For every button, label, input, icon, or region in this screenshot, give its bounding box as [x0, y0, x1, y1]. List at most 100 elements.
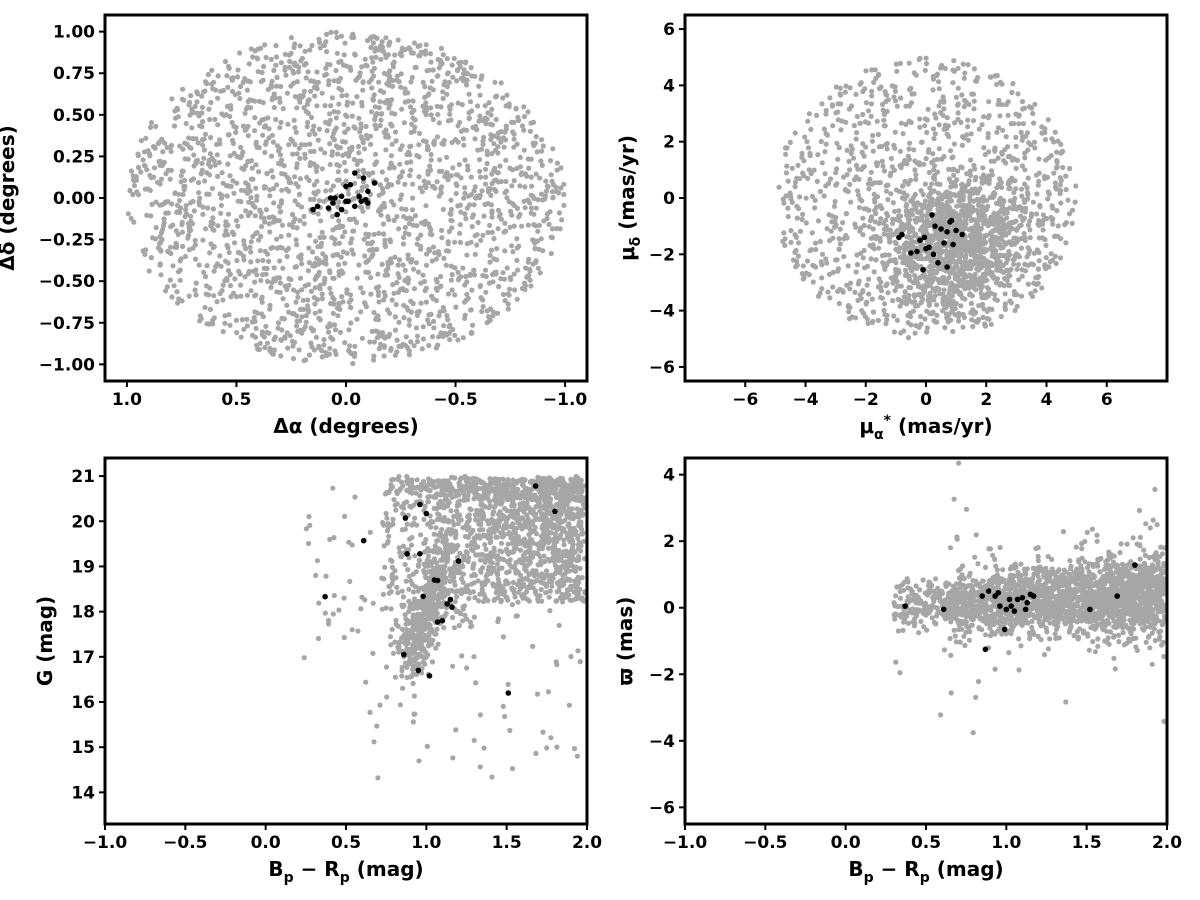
field-star: [253, 185, 259, 191]
field-star: [426, 312, 432, 318]
field-star: [340, 152, 346, 158]
field-star: [845, 303, 852, 309]
field-star: [246, 158, 252, 165]
field-star: [302, 283, 308, 289]
field-star: [408, 167, 414, 173]
field-star: [335, 169, 341, 175]
field-star: [388, 160, 394, 166]
field-star: [429, 78, 435, 84]
field-star: [887, 173, 893, 179]
field-star: [833, 223, 839, 229]
field-star: [299, 314, 305, 320]
field-star: [327, 161, 333, 168]
field-star: [525, 222, 532, 228]
field-star: [800, 211, 806, 217]
field-star: [312, 93, 318, 99]
field-star: [432, 250, 438, 256]
member-star: [932, 223, 938, 229]
field-star: [375, 292, 382, 299]
field-star: [1069, 207, 1076, 213]
field-star: [292, 62, 298, 68]
field-star: [837, 226, 843, 232]
field-star: [498, 80, 504, 86]
x-tick-label: 2: [980, 390, 992, 410]
field-star: [460, 71, 467, 77]
field-star: [157, 247, 163, 253]
field-star: [901, 294, 907, 300]
field-star: [420, 324, 426, 330]
field-star: [237, 250, 243, 256]
field-star: [469, 214, 475, 220]
field-star: [377, 182, 383, 188]
y-tick-label: −4: [649, 302, 675, 322]
field-star: [393, 138, 399, 144]
field-star: [260, 77, 266, 83]
field-star: [864, 282, 870, 288]
field-star: [885, 182, 891, 188]
field-star: [901, 190, 907, 196]
field-star: [179, 168, 185, 174]
field-star: [418, 300, 424, 306]
field-star: [284, 174, 290, 180]
field-star: [489, 151, 495, 157]
field-star: [210, 215, 216, 221]
field-star: [423, 203, 429, 209]
field-star: [500, 291, 507, 298]
field-star: [200, 142, 206, 148]
member-star: [944, 229, 950, 235]
field-star: [964, 274, 970, 280]
pm-y-label-unit: (mas/yr): [615, 135, 639, 237]
field-star: [477, 527, 483, 533]
field-star: [543, 178, 549, 184]
field-star: [311, 295, 317, 301]
field-star: [178, 173, 184, 179]
field-star: [1025, 192, 1031, 198]
field-star: [934, 285, 940, 291]
field-star: [911, 147, 917, 153]
field-star: [331, 275, 337, 281]
field-star: [935, 79, 942, 85]
field-star: [303, 75, 309, 81]
field-star: [867, 176, 873, 182]
field-star: [809, 230, 815, 236]
field-star: [324, 49, 330, 55]
field-star: [856, 176, 862, 182]
field-star: [821, 126, 828, 132]
field-stars-sky: [125, 29, 567, 367]
field-star: [800, 263, 806, 269]
field-star: [892, 88, 899, 94]
field-star: [271, 219, 277, 225]
field-star: [492, 79, 498, 85]
field-star: [254, 55, 260, 61]
field-star: [794, 203, 800, 210]
field-star: [395, 179, 401, 185]
field-star: [277, 280, 283, 286]
field-star: [317, 308, 323, 314]
field-star: [1021, 231, 1027, 237]
field-star: [941, 287, 947, 293]
field-star: [346, 216, 352, 222]
field-star: [894, 317, 901, 323]
field-star: [297, 176, 303, 182]
field-star: [310, 249, 316, 255]
field-star: [169, 96, 175, 102]
field-star: [967, 194, 973, 201]
field-star: [949, 305, 955, 311]
field-star: [360, 140, 366, 146]
field-star: [971, 241, 977, 247]
field-star: [985, 134, 991, 141]
field-star: [534, 238, 541, 244]
field-star: [324, 61, 331, 67]
field-star: [247, 244, 253, 250]
field-star: [354, 275, 360, 281]
field-star: [538, 191, 545, 197]
field-star: [1022, 181, 1028, 187]
field-star: [318, 146, 324, 152]
field-star: [392, 327, 399, 333]
field-star: [297, 155, 303, 162]
field-star: [420, 103, 426, 109]
field-star: [361, 146, 368, 152]
sky-y-axis-label: Δδ (degrees): [0, 125, 19, 271]
member-star: [935, 260, 941, 266]
field-star: [1019, 163, 1025, 169]
